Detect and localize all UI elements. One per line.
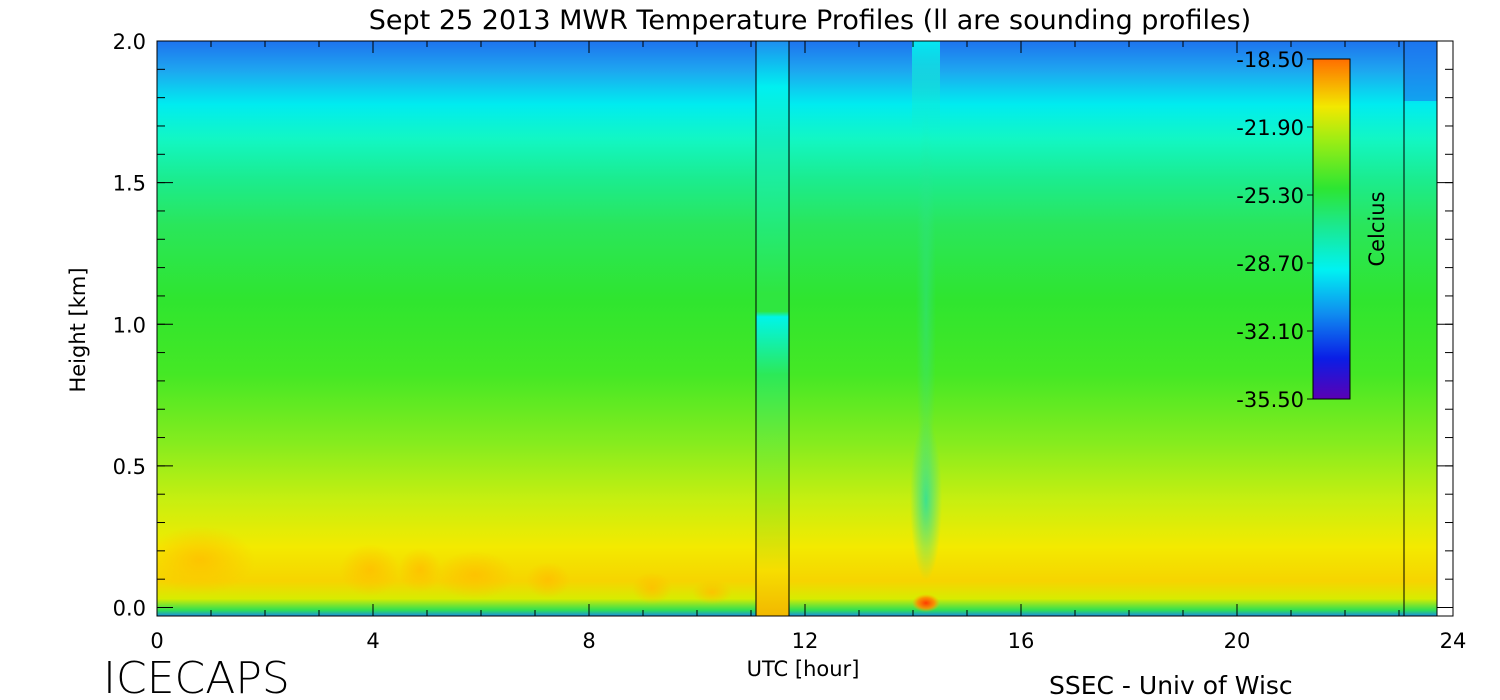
warm-region bbox=[157, 526, 255, 594]
x-axis-ticks: 0 4 8 12 16 20 24 bbox=[150, 41, 1466, 653]
x-tick-label: 4 bbox=[366, 629, 379, 653]
y-tick-label: 0.5 bbox=[113, 455, 146, 479]
warm-region bbox=[340, 544, 400, 596]
colorbar-tick-label: -35.50 bbox=[1236, 388, 1304, 412]
y-axis-ticks: 0.0 0.5 1.0 1.5 2.0 bbox=[113, 30, 1453, 621]
sounding-profile-column bbox=[1404, 41, 1437, 616]
y-tick-label: 1.5 bbox=[113, 172, 146, 196]
x-tick-label: 12 bbox=[792, 629, 819, 653]
chart-title: Sept 25 2013 MWR Temperature Profiles (l… bbox=[369, 5, 1251, 36]
x-axis-label: UTC [hour] bbox=[747, 657, 860, 681]
cool-region bbox=[912, 41, 940, 131]
credit-text: SSEC - Univ of Wisc bbox=[1049, 671, 1293, 700]
x-tick-label: 24 bbox=[1440, 629, 1467, 653]
icecaps-logo-text: ICECAPS bbox=[103, 653, 290, 700]
colorbar-tick-label: -32.10 bbox=[1236, 320, 1304, 344]
plot-area bbox=[157, 41, 1453, 616]
x-tick-label: 0 bbox=[150, 629, 163, 653]
y-tick-label: 2.0 bbox=[113, 30, 146, 54]
colorbar-tick-label: -25.30 bbox=[1236, 184, 1304, 208]
sounding-profile-top bbox=[1404, 41, 1437, 101]
x-tick-label: 8 bbox=[582, 629, 595, 653]
colorbar-tick-label: -18.50 bbox=[1236, 48, 1304, 72]
warm-region bbox=[692, 580, 732, 604]
x-tick-label: 20 bbox=[1224, 629, 1251, 653]
y-tick-label: 0.0 bbox=[113, 597, 146, 621]
cool-region bbox=[916, 110, 936, 510]
hot-spot bbox=[912, 594, 940, 612]
colorbar-tick-label: -28.70 bbox=[1236, 252, 1304, 276]
sounding-profile-column bbox=[756, 41, 789, 616]
colorbar-ticks: -18.50 -21.90 -25.30 -28.70 -32.10 -35.50 bbox=[1236, 48, 1313, 412]
warm-region bbox=[398, 548, 442, 592]
x-tick-label: 16 bbox=[1008, 629, 1035, 653]
y-axis-label: Height [km] bbox=[66, 267, 90, 392]
no-data-region bbox=[1437, 41, 1453, 616]
warm-region bbox=[632, 572, 672, 604]
y-tick-label: 1.0 bbox=[113, 313, 146, 337]
colorbar bbox=[1312, 58, 1351, 400]
colorbar-label: Celcius bbox=[1365, 191, 1389, 266]
warm-region bbox=[435, 551, 515, 599]
colorbar-tick-label: -21.90 bbox=[1236, 116, 1304, 140]
temperature-field bbox=[157, 41, 1453, 616]
warm-region bbox=[526, 562, 570, 598]
